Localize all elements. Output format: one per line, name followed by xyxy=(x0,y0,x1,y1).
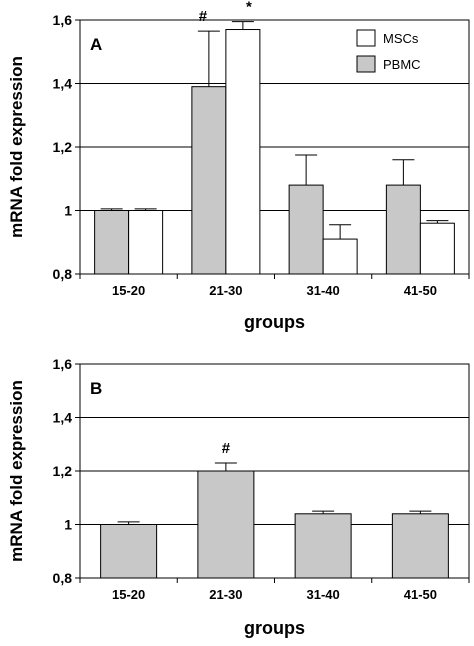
legend-swatch xyxy=(356,29,376,47)
bar xyxy=(191,86,227,275)
y-tick-label: 1,6 xyxy=(53,12,73,28)
x-tick-label: 21-30 xyxy=(209,587,242,602)
bar xyxy=(385,184,421,275)
panel-label: A xyxy=(90,35,102,54)
y-tick-label: 1 xyxy=(64,517,72,533)
legend-swatch xyxy=(356,55,376,73)
y-tick-label: 0,8 xyxy=(53,570,73,586)
bar xyxy=(197,470,255,579)
y-tick-label: 0,8 xyxy=(53,266,73,282)
bar xyxy=(419,222,455,275)
x-tick-label: 41-50 xyxy=(404,283,437,298)
legend-label: PBMC xyxy=(383,57,421,72)
bar xyxy=(128,210,164,275)
x-tick-label: 31-40 xyxy=(307,587,340,602)
significance-marker: # xyxy=(222,440,231,457)
bar xyxy=(294,513,352,579)
legend: MSCs PBMC xyxy=(356,29,421,73)
chart-panel-b: 0,8 1 1,2 1,4 1,6 15-20 21-30 31-40 41-50 # Bgroup… xyxy=(7,356,470,638)
bar xyxy=(288,184,324,275)
x-tick-label: 31-40 xyxy=(307,283,340,298)
y-tick-label: 1,2 xyxy=(53,139,73,155)
x-axis-label: groups xyxy=(244,618,305,638)
legend-label: MSCs xyxy=(383,31,419,46)
x-tick-label: 15-20 xyxy=(112,587,145,602)
y-tick-label: 1,4 xyxy=(53,76,73,92)
y-tick-label: 1,2 xyxy=(53,463,73,479)
bar xyxy=(322,238,358,275)
significance-marker: * xyxy=(246,0,252,16)
x-tick-label: 15-20 xyxy=(112,283,145,298)
x-tick-label: 21-30 xyxy=(209,283,242,298)
significance-marker: # xyxy=(199,8,208,25)
panel-label: B xyxy=(90,379,102,398)
y-axis-label: mRNA fold expression xyxy=(7,380,26,562)
bar xyxy=(100,524,158,579)
y-axis-label: mRNA fold expression xyxy=(7,56,26,238)
chart-panel-a: 0,8 1 1,2 1,4 1,6 15-20 21-30 31-40 41-50 # * Agrou… xyxy=(7,0,470,332)
y-tick-label: 1,6 xyxy=(53,356,73,372)
bar xyxy=(391,513,449,579)
bar xyxy=(225,29,261,275)
y-tick-label: 1,4 xyxy=(53,410,73,426)
bar xyxy=(94,210,130,275)
x-tick-label: 41-50 xyxy=(404,587,437,602)
x-axis-label: groups xyxy=(244,312,305,332)
y-tick-label: 1 xyxy=(64,203,72,219)
